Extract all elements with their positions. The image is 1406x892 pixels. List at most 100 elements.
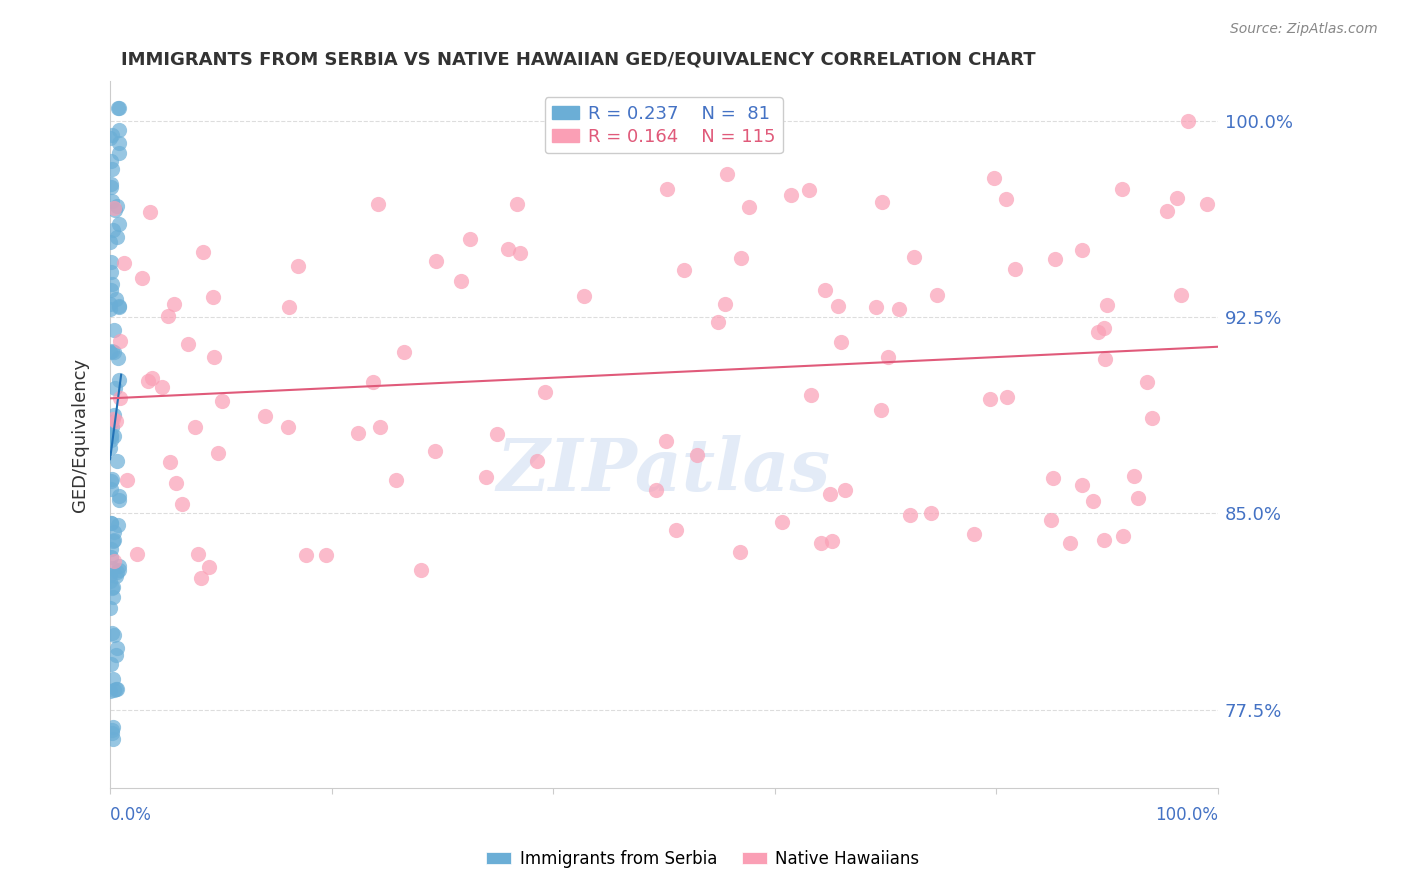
Point [104, 380, 127, 394]
Point [995, 390, 1018, 404]
Point [1004, 262, 1026, 277]
Point [983, 170, 1005, 185]
Point [100, 723, 122, 738]
Point [104, 203, 127, 218]
Point [104, 648, 127, 662]
Point [1140, 411, 1163, 425]
Point [98, 441, 121, 455]
Point [574, 289, 596, 303]
Point [101, 277, 124, 291]
Point [654, 434, 676, 448]
Point [107, 518, 129, 533]
Point [1043, 252, 1066, 267]
Point [100, 434, 122, 448]
Point [1094, 352, 1116, 367]
Point [728, 545, 751, 559]
Point [103, 525, 125, 540]
Point [865, 300, 887, 314]
Point [1156, 203, 1178, 218]
Point [1087, 325, 1109, 339]
Point [716, 167, 738, 181]
Legend: R = 0.237    N =  81, R = 0.164    N = 115: R = 0.237 N = 81, R = 0.164 N = 115 [546, 97, 783, 153]
Point [101, 223, 124, 237]
Point [103, 412, 125, 426]
Point [1177, 113, 1199, 128]
Point [100, 265, 122, 279]
Point [963, 526, 986, 541]
Point [738, 200, 761, 214]
Point [165, 475, 187, 490]
Point [98, 297, 121, 311]
Point [100, 415, 122, 429]
Point [830, 335, 852, 350]
Point [98, 683, 121, 698]
Point [139, 205, 162, 219]
Point [105, 641, 128, 656]
Point [136, 375, 159, 389]
Point [384, 474, 406, 488]
Point [156, 309, 179, 323]
Point [474, 470, 496, 484]
Point [714, 297, 737, 311]
Point [1081, 493, 1104, 508]
Text: 100.0%: 100.0% [1154, 806, 1218, 824]
Point [103, 720, 125, 734]
Point [108, 300, 131, 314]
Point [125, 547, 148, 561]
Point [814, 284, 837, 298]
Point [425, 254, 447, 268]
Point [821, 533, 844, 548]
Point [190, 571, 212, 585]
Point [1070, 244, 1092, 258]
Point [100, 626, 122, 640]
Point [193, 244, 215, 259]
Point [278, 300, 301, 314]
Point [655, 181, 678, 195]
Point [107, 101, 129, 115]
Point [995, 192, 1018, 206]
Point [1136, 375, 1159, 389]
Point [103, 408, 125, 422]
Point [1166, 191, 1188, 205]
Point [898, 508, 921, 522]
Point [100, 483, 122, 497]
Point [979, 392, 1001, 407]
Point [100, 657, 122, 671]
Point [506, 196, 529, 211]
Point [101, 580, 124, 594]
Point [110, 392, 132, 406]
Point [115, 474, 138, 488]
Point [108, 299, 131, 313]
Point [103, 554, 125, 568]
Point [425, 444, 447, 458]
Point [98, 568, 121, 582]
Point [103, 323, 125, 337]
Point [197, 560, 219, 574]
Point [797, 183, 820, 197]
Point [103, 202, 125, 216]
Point [925, 287, 948, 301]
Point [100, 549, 122, 564]
Point [100, 235, 122, 249]
Point [103, 591, 125, 605]
Point [534, 384, 557, 399]
Point [101, 672, 124, 686]
Text: Source: ZipAtlas.com: Source: ZipAtlas.com [1230, 22, 1378, 37]
Point [770, 515, 793, 529]
Point [1092, 321, 1115, 335]
Point [686, 448, 709, 462]
Point [108, 101, 131, 115]
Point [101, 561, 124, 575]
Point [207, 446, 229, 460]
Point [877, 351, 900, 365]
Point [131, 271, 153, 285]
Point [347, 426, 370, 441]
Point [818, 487, 841, 501]
Point [100, 574, 122, 589]
Point [98, 130, 121, 145]
Point [827, 299, 849, 313]
Point [730, 251, 752, 265]
Point [103, 628, 125, 642]
Point [103, 732, 125, 747]
Point [485, 427, 508, 442]
